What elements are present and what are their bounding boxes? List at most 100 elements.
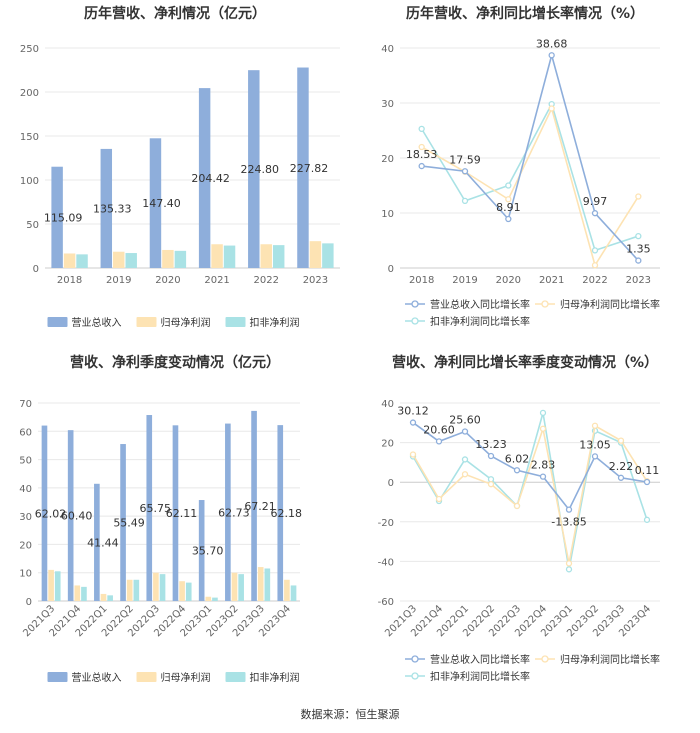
legend-swatch xyxy=(136,317,157,327)
bar xyxy=(107,595,113,601)
data-point xyxy=(591,247,599,254)
series-line xyxy=(412,412,648,570)
bar xyxy=(179,581,185,601)
x-tick-label: 2018 xyxy=(409,275,434,286)
x-tick-label: 2020 xyxy=(155,275,180,286)
y-tick-label: 70 xyxy=(19,399,32,410)
bar xyxy=(172,425,179,601)
x-tick-label: 2021 xyxy=(539,275,564,286)
legend-marker xyxy=(411,300,419,308)
data-label: 60.40 xyxy=(61,510,93,523)
data-point xyxy=(591,210,599,217)
chart-title: 历年营收、净利同比增长率情况（%） xyxy=(406,5,644,22)
bar xyxy=(277,425,284,601)
data-label: 2.83 xyxy=(531,459,556,472)
bar xyxy=(149,138,162,268)
bar xyxy=(100,148,113,268)
bar xyxy=(231,572,238,601)
legend-swatch xyxy=(47,317,68,327)
bar xyxy=(205,596,212,601)
bar xyxy=(51,166,63,268)
bar xyxy=(297,67,309,268)
bar xyxy=(223,245,236,268)
legend-marker xyxy=(541,655,549,663)
data-label: 62.02 xyxy=(35,507,67,520)
legend-label: 营业总收入 xyxy=(72,671,122,684)
y-tick-label: 20 xyxy=(19,540,32,551)
bar xyxy=(74,585,81,601)
data-label: 227.82 xyxy=(290,162,329,175)
y-tick-label: 0 xyxy=(388,478,394,489)
bar xyxy=(257,567,264,601)
legend-swatch xyxy=(225,317,246,327)
data-label: 6.02 xyxy=(505,452,530,465)
data-point xyxy=(617,474,625,481)
data-source: 数据来源：恒生聚源 xyxy=(300,708,400,721)
data-point xyxy=(487,481,495,488)
bar xyxy=(54,571,61,601)
legend-label: 归母净利润同比增长率 xyxy=(560,653,660,666)
bar xyxy=(113,251,125,268)
legend-label: 扣非净利润同比增长率 xyxy=(430,670,530,683)
bar xyxy=(63,253,76,268)
data-label: 8.91 xyxy=(496,201,521,214)
data-point xyxy=(418,143,425,151)
series-line xyxy=(412,424,648,564)
chart-title: 历年营收、净利情况（亿元） xyxy=(84,5,266,22)
x-tick-label: 2023 xyxy=(626,275,651,286)
legend-swatch xyxy=(225,672,246,682)
y-tick-label: 0 xyxy=(26,597,32,608)
data-point xyxy=(539,473,547,480)
data-point xyxy=(643,478,651,486)
x-tick-label: 2020 xyxy=(496,275,521,286)
data-point xyxy=(539,409,547,417)
data-point xyxy=(548,52,555,59)
bar xyxy=(94,483,100,601)
legend-label: 营业总收入 xyxy=(72,316,122,329)
y-tick-label: 150 xyxy=(20,132,39,143)
y-tick-label: -40 xyxy=(378,557,394,568)
legend-label: 扣非净利润 xyxy=(250,671,300,684)
data-point xyxy=(591,422,599,429)
bar xyxy=(284,579,290,601)
data-point xyxy=(461,471,469,478)
bar xyxy=(225,423,231,601)
x-tick-label: 2018 xyxy=(57,275,82,286)
data-label: 2.22 xyxy=(609,460,634,473)
bar xyxy=(322,243,334,268)
legend-label: 归母净利润 xyxy=(161,316,211,329)
data-point xyxy=(513,502,521,510)
y-tick-label: 50 xyxy=(26,220,39,231)
data-point xyxy=(409,419,417,426)
bar xyxy=(198,500,205,601)
data-point xyxy=(505,182,512,189)
data-point xyxy=(461,197,469,205)
y-tick-label: 40 xyxy=(381,44,394,55)
bar xyxy=(126,579,133,601)
legend-marker xyxy=(411,317,419,325)
data-label: 115.09 xyxy=(44,211,83,224)
bar xyxy=(159,574,166,601)
data-point xyxy=(435,495,443,503)
bar xyxy=(153,572,159,601)
bar xyxy=(290,585,297,601)
y-tick-label: 50 xyxy=(19,456,32,467)
bar xyxy=(174,250,187,268)
data-label: 1.35 xyxy=(626,243,651,256)
data-point xyxy=(487,452,495,460)
data-point xyxy=(565,506,573,513)
data-point xyxy=(635,257,642,264)
data-label: 224.80 xyxy=(241,163,280,176)
data-point xyxy=(487,476,495,483)
bar xyxy=(162,249,174,268)
data-label: 62.11 xyxy=(166,507,198,520)
bar xyxy=(100,593,107,601)
y-tick-label: 0 xyxy=(388,264,394,275)
data-label: -13.85 xyxy=(551,516,586,529)
data-point xyxy=(461,428,469,435)
data-point xyxy=(505,215,512,223)
legend-label: 归母净利润 xyxy=(161,671,211,684)
y-tick-label: 10 xyxy=(381,209,394,220)
x-tick-label: 2022 xyxy=(582,275,607,286)
y-tick-label: 20 xyxy=(381,439,394,450)
